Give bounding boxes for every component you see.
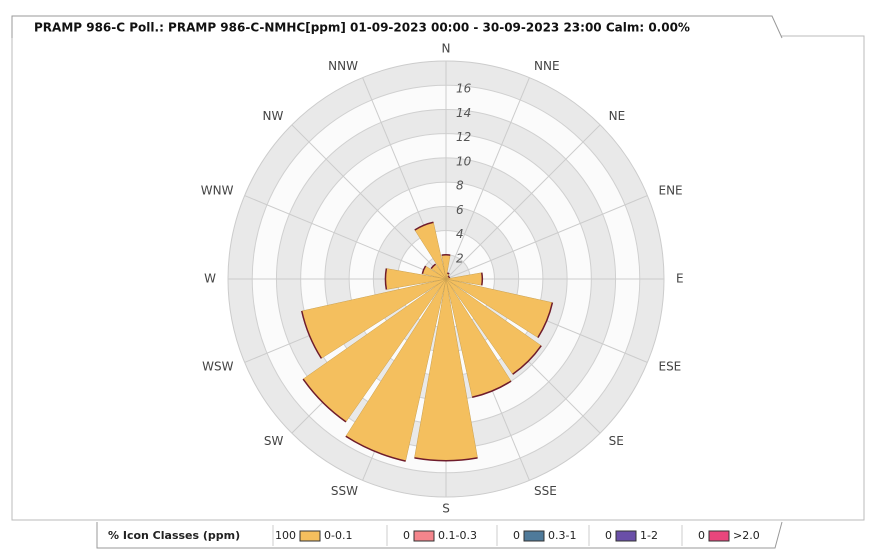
direction-label: NE (609, 109, 626, 123)
rose-bar-edge (384, 268, 388, 290)
rose-bar-edge (345, 435, 406, 462)
direction-label: SSE (534, 484, 557, 498)
direction-label: S (442, 502, 450, 516)
rose-bar-edge (301, 310, 323, 359)
r-tick-label: 4 (456, 227, 464, 241)
legend-label: 0.1-0.3 (438, 529, 477, 542)
direction-label: SW (264, 434, 284, 448)
chart-title: PRAMP 986-C Poll.: PRAMP 986-C-NMHC[ppm]… (34, 21, 690, 35)
legend-swatch (413, 530, 435, 542)
legend-label: 0-0.1 (324, 529, 352, 542)
rose-bar-edge (414, 221, 434, 231)
title-tab (11, 15, 783, 39)
direction-label: E (676, 272, 684, 286)
direction-label: NNW (328, 59, 358, 73)
r-tick-label: 14 (456, 106, 471, 120)
spoke (445, 124, 601, 280)
direction-label: WNW (201, 183, 234, 197)
legend-percent: 0 (605, 529, 612, 542)
spoke (291, 124, 447, 280)
direction-label: ESE (658, 360, 681, 374)
spoke (445, 77, 530, 280)
legend-tab (96, 521, 783, 549)
direction-label: N (442, 42, 451, 56)
legend-label: >2.0 (733, 529, 760, 542)
legend-percent: 0 (513, 529, 520, 542)
legend-percent: 0 (698, 529, 705, 542)
legend-swatch (523, 530, 545, 542)
legend-title: % Icon Classes (ppm) (108, 529, 240, 542)
legend-swatch (615, 530, 637, 542)
legend-percent: 0 (403, 529, 410, 542)
legend-swatch (299, 530, 321, 542)
direction-label: NNE (534, 59, 560, 73)
rose-bar-edge (447, 272, 450, 275)
legend-label: 0.3-1 (548, 529, 576, 542)
direction-label: ENE (658, 183, 682, 197)
r-tick-label: 16 (456, 82, 472, 96)
legend-percent: 100 (275, 529, 296, 542)
rose-bar-edge (481, 272, 484, 286)
r-tick-label: 6 (456, 203, 464, 217)
direction-label: SSW (331, 484, 358, 498)
legend-label: 1-2 (640, 529, 658, 542)
r-tick-label: 2 (456, 251, 464, 265)
direction-label: SE (609, 434, 624, 448)
rose-bar-edge (537, 302, 554, 338)
rose-bar-edge (430, 263, 437, 270)
r-tick-label: 10 (456, 154, 472, 168)
rose-bar-edge (302, 378, 347, 423)
rose-bar-edge (512, 345, 542, 375)
direction-label: WSW (202, 360, 233, 374)
r-tick-label: 12 (456, 130, 471, 144)
rose-bar-edge (414, 457, 478, 462)
direction-label: W (204, 272, 216, 286)
rose-bar-edge (447, 275, 450, 278)
spoke (244, 195, 447, 280)
direction-label: NW (263, 109, 284, 123)
r-tick-label: 8 (456, 179, 464, 193)
rose-bar-edge (421, 265, 427, 274)
rose-bar-edge (472, 380, 512, 398)
legend-swatch (708, 530, 730, 542)
spoke (445, 195, 648, 280)
